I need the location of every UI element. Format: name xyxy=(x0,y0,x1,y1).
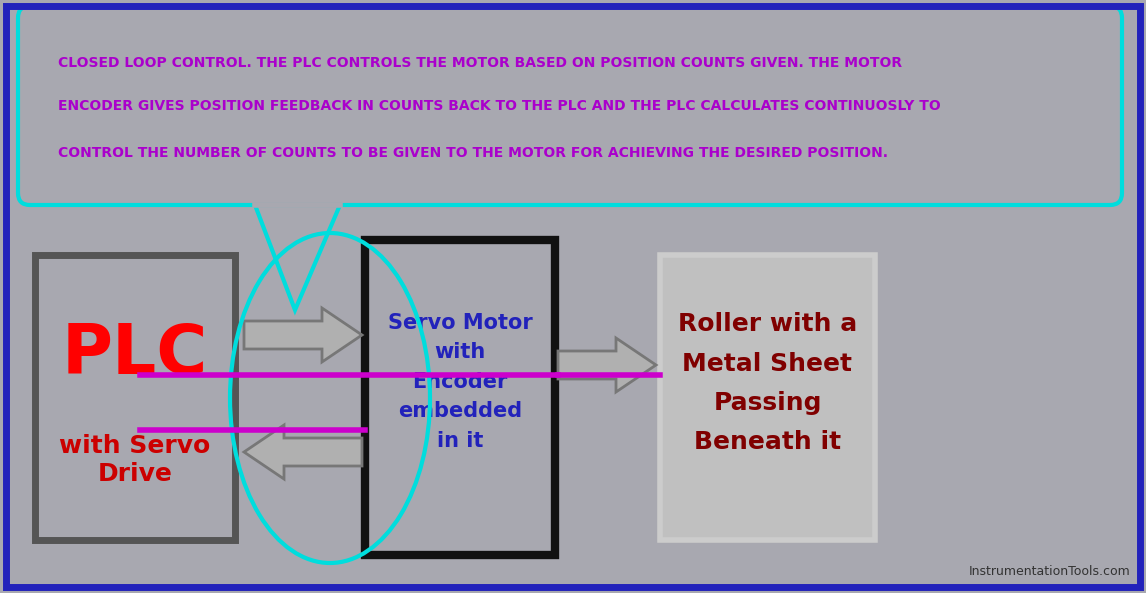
Polygon shape xyxy=(244,425,362,479)
Text: CONTROL THE NUMBER OF COUNTS TO BE GIVEN TO THE MOTOR FOR ACHIEVING THE DESIRED : CONTROL THE NUMBER OF COUNTS TO BE GIVEN… xyxy=(58,146,888,160)
Text: ENCODER GIVES POSITION FEEDBACK IN COUNTS BACK TO THE PLC AND THE PLC CALCULATES: ENCODER GIVES POSITION FEEDBACK IN COUNT… xyxy=(58,99,941,113)
Polygon shape xyxy=(558,338,656,392)
Text: Servo Motor
with
Encoder
embedded
in it: Servo Motor with Encoder embedded in it xyxy=(387,313,533,451)
Polygon shape xyxy=(244,308,362,362)
Text: Roller with a
Metal Sheet
Passing
Beneath it: Roller with a Metal Sheet Passing Beneat… xyxy=(678,313,857,454)
FancyBboxPatch shape xyxy=(660,255,876,540)
Text: CLOSED LOOP CONTROL. THE PLC CONTROLS THE MOTOR BASED ON POSITION COUNTS GIVEN. : CLOSED LOOP CONTROL. THE PLC CONTROLS TH… xyxy=(58,56,902,70)
Polygon shape xyxy=(256,205,340,310)
FancyBboxPatch shape xyxy=(18,6,1122,205)
Text: with Servo
Drive: with Servo Drive xyxy=(60,434,211,486)
Text: PLC: PLC xyxy=(62,321,209,388)
FancyBboxPatch shape xyxy=(364,240,555,555)
FancyBboxPatch shape xyxy=(36,255,235,540)
Text: InstrumentationTools.com: InstrumentationTools.com xyxy=(968,565,1130,578)
